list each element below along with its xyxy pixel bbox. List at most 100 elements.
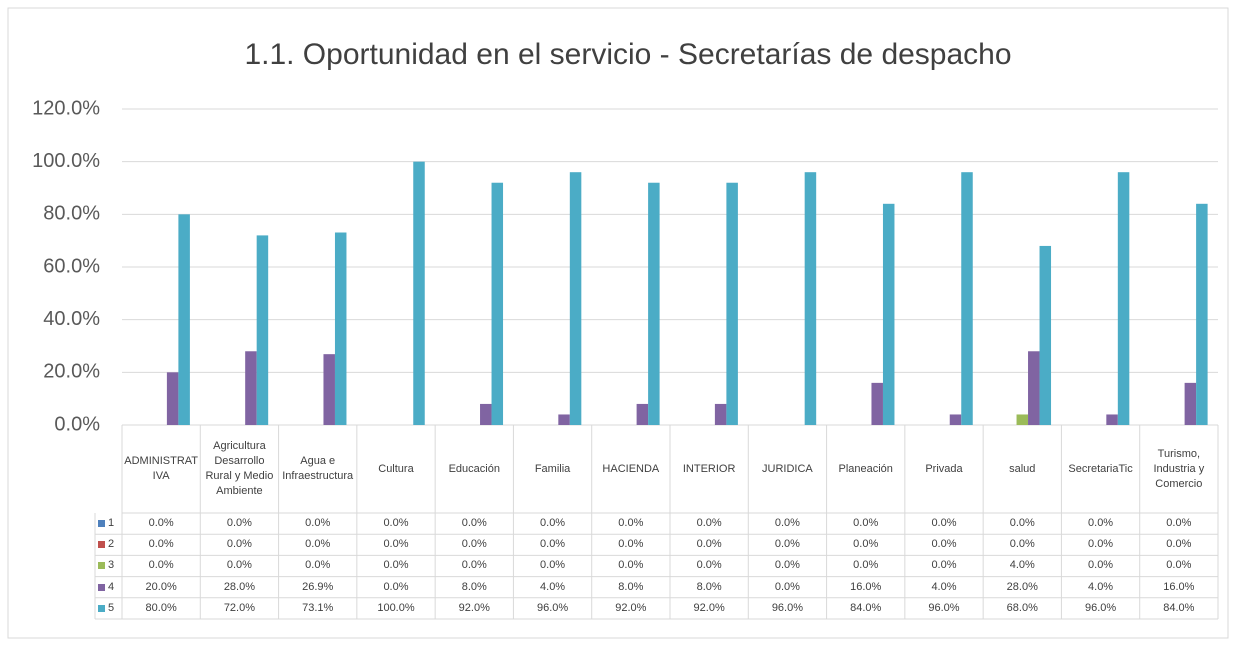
data-label: 80.0%: [145, 601, 177, 614]
bar: [804, 172, 817, 425]
data-label: 0.0%: [305, 538, 331, 551]
x-tick-label: Privada: [925, 462, 963, 475]
data-label: 4.0%: [931, 580, 957, 593]
data-label: 0.0%: [1009, 538, 1035, 551]
x-tick-label: Agricultura Desarrollo Rural y Medio Amb…: [205, 440, 274, 497]
bar: [323, 354, 335, 425]
data-label: 8.0%: [618, 580, 644, 593]
data-label: 0.0%: [1166, 517, 1192, 530]
x-tick-label: Turismo, Industria y Comercio: [1153, 447, 1205, 490]
data-label: 0.0%: [148, 559, 174, 572]
data-label: 0.0%: [148, 517, 174, 530]
x-tick-label: HACIENDA: [602, 462, 660, 475]
data-label: 0.0%: [1088, 538, 1114, 551]
data-label: 0.0%: [148, 538, 174, 551]
data-label: 0.0%: [305, 559, 331, 572]
x-tick-label: Agua e Infraestructura: [282, 455, 354, 482]
data-label: 0.0%: [853, 559, 879, 572]
y-tick-label: 40.0%: [43, 308, 100, 330]
bar: [178, 214, 190, 425]
data-label: 0.0%: [305, 517, 331, 530]
data-label: 0.0%: [461, 538, 487, 551]
bar: [166, 372, 179, 425]
y-tick-label: 60.0%: [43, 255, 100, 277]
data-label: 0.0%: [853, 517, 879, 530]
x-tick-label: Educación: [448, 462, 500, 475]
bar: [1039, 245, 1052, 425]
data-label: 28.0%: [1006, 580, 1038, 593]
data-label: 16.0%: [850, 580, 882, 593]
data-label: 0.0%: [383, 538, 409, 551]
data-label: 8.0%: [461, 580, 487, 593]
y-tick-label: 100.0%: [32, 150, 100, 172]
bar: [726, 182, 738, 425]
data-label: 100.0%: [377, 601, 415, 614]
bar: [334, 232, 347, 425]
bar: [1028, 351, 1040, 425]
x-tick-label: INTERIOR: [682, 462, 736, 475]
data-label: 0.0%: [696, 517, 722, 530]
x-tick-label: salud: [1009, 462, 1036, 475]
data-label: 0.0%: [853, 538, 879, 551]
data-label: 0.0%: [461, 559, 487, 572]
data-label: 96.0%: [928, 601, 960, 614]
data-label: 68.0%: [1006, 601, 1038, 614]
data-label: 4.0%: [540, 580, 566, 593]
chart-border: [7, 7, 1229, 639]
legend-entry: 3: [95, 555, 122, 576]
data-label: 84.0%: [1163, 601, 1195, 614]
data-label: 0.0%: [696, 538, 722, 551]
data-label: 0.0%: [618, 559, 644, 572]
legend-key: [98, 520, 105, 528]
data-label: 0.0%: [931, 517, 957, 530]
legend-entry: 1: [95, 513, 122, 534]
data-label: 0.0%: [931, 559, 957, 572]
data-label: 92.0%: [693, 601, 725, 614]
data-label: 92.0%: [615, 601, 647, 614]
data-label: 0.0%: [1166, 538, 1192, 551]
data-label: 0.0%: [383, 517, 409, 530]
bar: [480, 403, 492, 425]
data-label: 0.0%: [931, 538, 957, 551]
bar: [413, 161, 425, 425]
legend-label: 5: [108, 601, 115, 614]
legend-key: [98, 583, 105, 591]
data-label: 0.0%: [226, 559, 252, 572]
data-label: 26.9%: [302, 580, 334, 593]
bar: [961, 172, 973, 425]
bar: [245, 351, 257, 425]
bar: [949, 414, 962, 425]
y-tick-label: 20.0%: [43, 361, 100, 383]
x-tick-label: JURIDICA: [762, 462, 813, 475]
legend-key: [98, 604, 105, 612]
data-label: 0.0%: [618, 517, 644, 530]
legend-entry: 2: [95, 534, 122, 555]
data-label: 0.0%: [383, 559, 409, 572]
data-label: 8.0%: [696, 580, 722, 593]
data-label: 0.0%: [1088, 517, 1114, 530]
legend-entry: 5: [95, 598, 122, 619]
data-label: 4.0%: [1088, 580, 1114, 593]
bar: [1196, 203, 1208, 425]
bar: [558, 414, 570, 425]
bar: [636, 403, 649, 425]
bar: [714, 403, 727, 425]
legend-label: 3: [108, 559, 115, 572]
bar: [491, 182, 504, 425]
legend-label: 1: [108, 517, 115, 530]
x-tick-label: Planeación: [838, 462, 893, 475]
data-label: 0.0%: [540, 517, 566, 530]
data-label: 96.0%: [1084, 601, 1117, 614]
data-label: 0.0%: [540, 538, 566, 551]
x-tick-label: Familia: [534, 462, 571, 475]
data-label: 0.0%: [540, 559, 566, 572]
data-label: 0.0%: [774, 580, 800, 593]
bar: [569, 172, 582, 425]
legend-entry: 4: [95, 577, 122, 598]
data-label: 0.0%: [461, 517, 487, 530]
data-label: 28.0%: [223, 580, 256, 593]
data-label: 0.0%: [774, 517, 800, 530]
y-tick-label: 0.0%: [54, 413, 100, 435]
data-label: 73.1%: [302, 601, 334, 614]
